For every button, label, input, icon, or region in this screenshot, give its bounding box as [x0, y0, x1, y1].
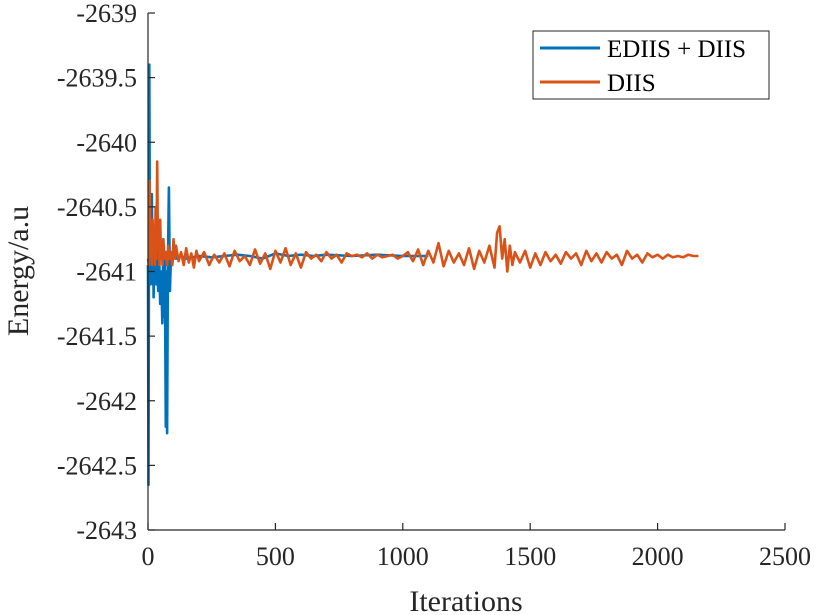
series-line-ediis-diis	[146, 63, 429, 487]
y-tick-label: -2640	[76, 128, 137, 157]
y-tick-label: -2641	[76, 258, 137, 287]
series-line-diis	[146, 160, 699, 273]
y-axis-label: Energy/a.u	[2, 206, 35, 336]
x-axis-label: Iterations	[409, 585, 522, 615]
x-tick-label: 2000	[632, 542, 684, 571]
x-tick-label: 0	[142, 542, 155, 571]
y-tick-label: -2640.5	[57, 193, 137, 222]
y-tick-label: -2639	[76, 0, 137, 28]
x-tick-label: 500	[256, 542, 295, 571]
y-ticks: -2639 -2639.5 -2640 -2640.5 -2641 -2641.5 -264…	[57, 0, 155, 545]
x-tick-label: 2500	[759, 542, 811, 571]
x-tick-label: 1500	[504, 542, 556, 571]
x-tick-label: 1000	[377, 542, 429, 571]
y-tick-label: -2639.5	[57, 64, 137, 93]
y-tick-label: -2642	[76, 387, 137, 416]
series-layer	[146, 63, 699, 487]
plot-area: 0 500 1000 1500 2000 2500 -2639-2639.5-2640-2…	[57, 0, 811, 571]
legend-box	[532, 30, 770, 100]
legend: EDIIS + DIIS DIIS	[532, 30, 770, 100]
y-tick-label: -2643	[76, 516, 137, 545]
x-ticks: 0 500 1000 1500 2000 2500	[142, 523, 811, 571]
y-tick-label: -2641.5	[57, 322, 137, 351]
legend-label-ediis-diis: EDIIS + DIIS	[607, 36, 746, 63]
y-tick-label: -2642.5	[57, 451, 137, 480]
legend-label-diis: DIIS	[607, 70, 656, 97]
